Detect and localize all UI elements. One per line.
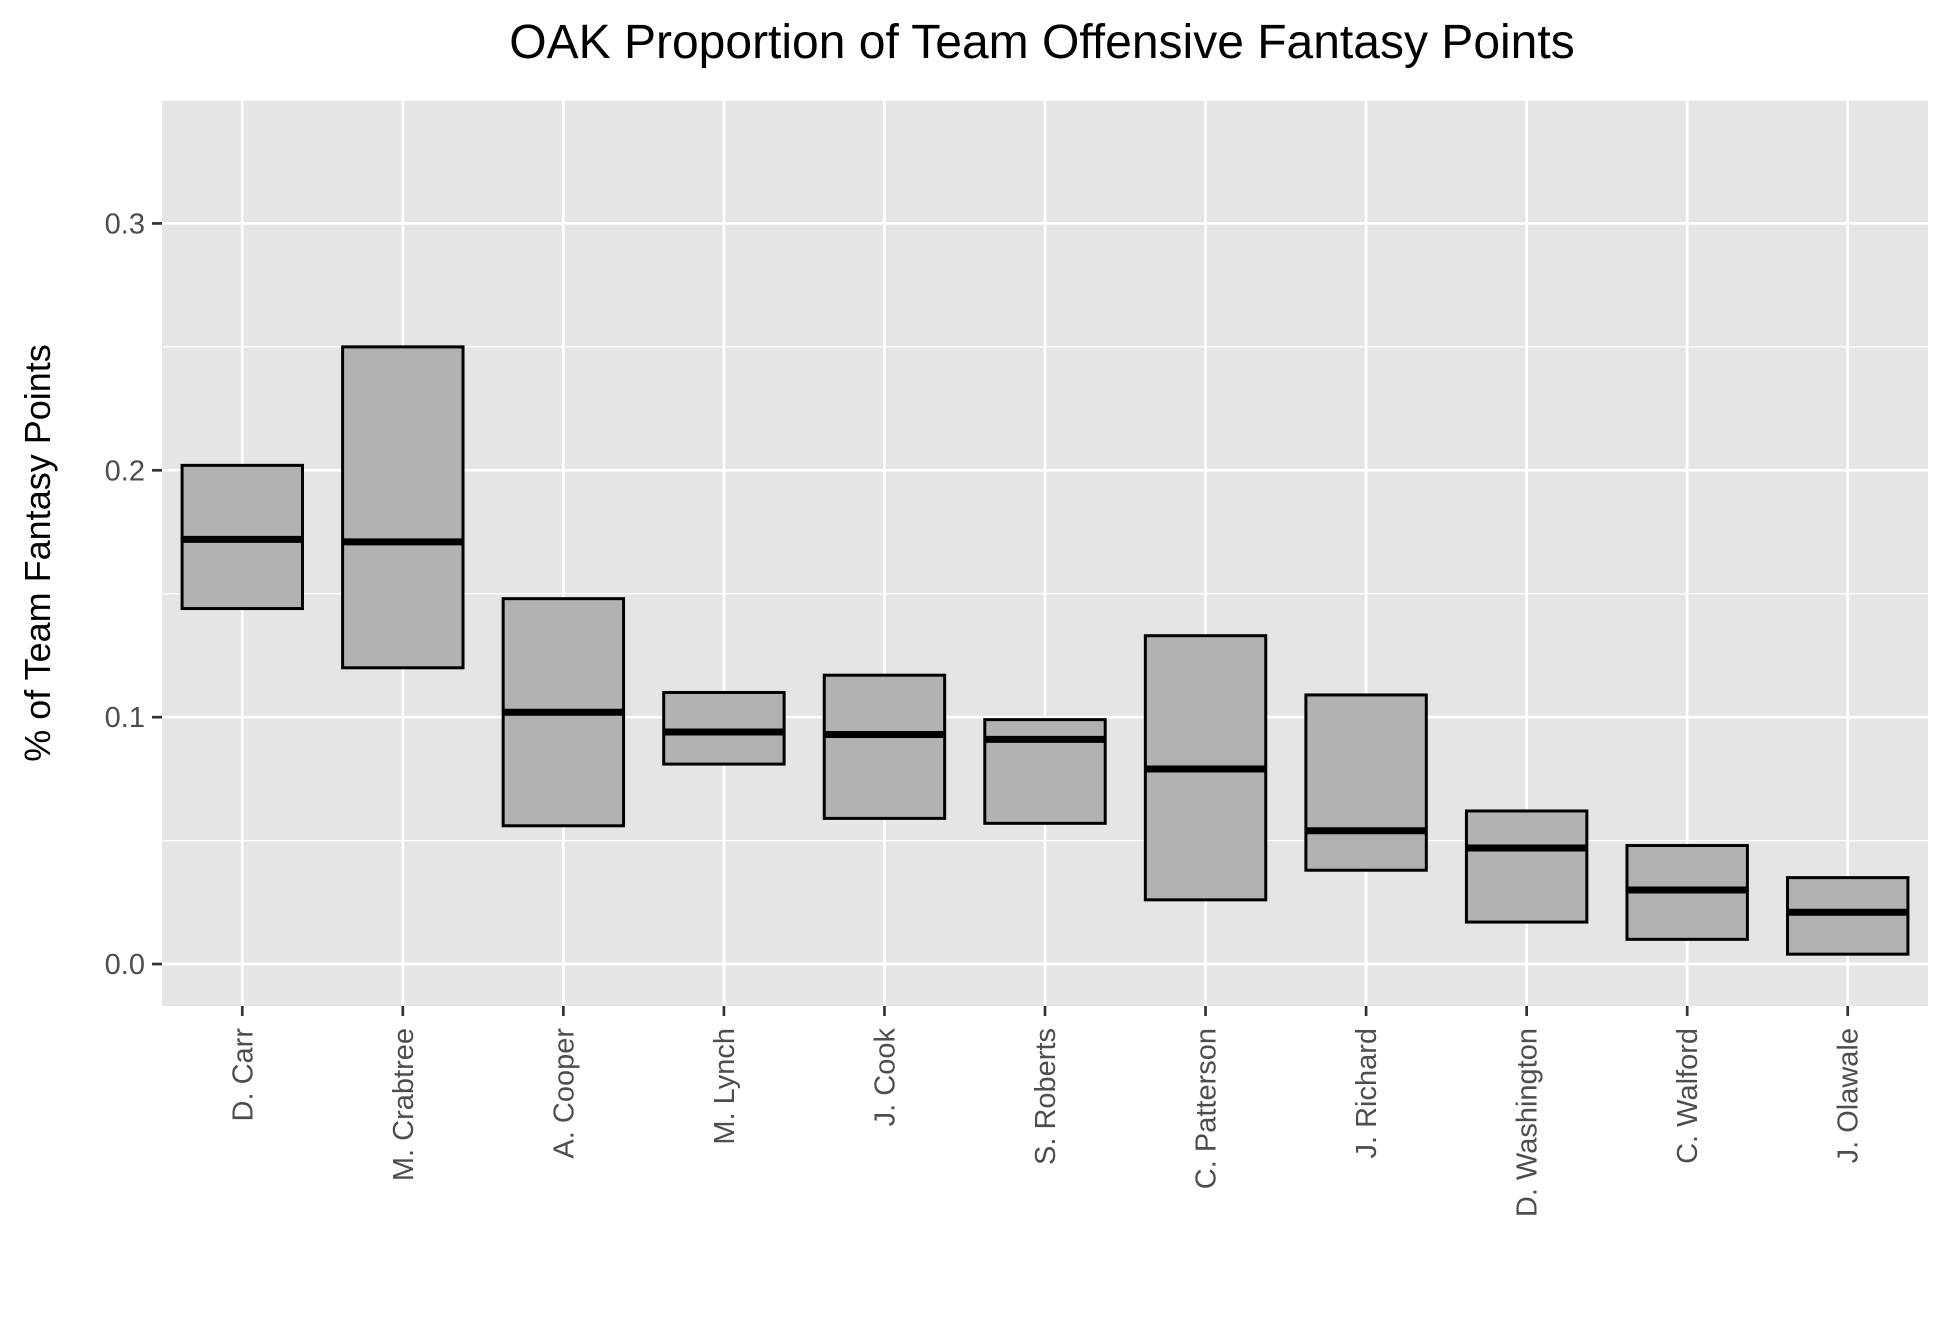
crossbar-box xyxy=(1464,809,1589,924)
crossbar-box xyxy=(822,673,947,820)
x-tick-label: J. Richard xyxy=(1351,1028,1383,1159)
crossbar-box xyxy=(662,690,786,766)
y-tick-label: 0.1 xyxy=(105,702,145,734)
crossbar-box xyxy=(341,345,465,670)
x-tick-label: J. Cook xyxy=(869,1028,901,1127)
crossbars-layer xyxy=(180,345,1910,956)
crossbar-m-lynch xyxy=(662,690,786,766)
crossbar-j-cook xyxy=(822,673,947,820)
x-tick-label: M. Crabtree xyxy=(388,1028,420,1181)
x-tick-label: D. Carr xyxy=(227,1028,259,1122)
crossbar-c-patterson xyxy=(1143,634,1268,902)
x-tick-label: A. Cooper xyxy=(548,1028,580,1159)
x-axis: D. Carr M. Crabtree A. Cooper M. Lynch J. Co… xyxy=(227,1006,1865,1217)
chart-title: OAK Proportion of Team Offensive Fantasy… xyxy=(509,16,1574,69)
y-tick-label: 0.2 xyxy=(105,455,145,487)
x-tick-label: S. Roberts xyxy=(1030,1028,1062,1165)
x-tick-label: C. Patterson xyxy=(1191,1028,1223,1189)
crossbar-box xyxy=(1304,693,1428,872)
crossbar-j-richard xyxy=(1304,693,1428,872)
crossbar-c-walford xyxy=(1625,844,1749,941)
crossbar-d-washington xyxy=(1464,809,1589,924)
x-tick-label: C. Walford xyxy=(1672,1028,1704,1164)
y-axis: 0.0 0.1 0.2 0.3 xyxy=(105,208,162,981)
crossbar-box xyxy=(1786,876,1910,956)
y-tick-label: 0.3 xyxy=(105,208,145,240)
crossbar-j-olawale xyxy=(1786,876,1910,956)
crossbar-m-crabtree xyxy=(341,345,465,670)
crossbar-s-roberts xyxy=(983,718,1107,825)
crossbar-a-cooper xyxy=(501,597,626,828)
x-tick-label: J. Olawale xyxy=(1833,1028,1865,1163)
crossbar-d-carr xyxy=(180,463,304,611)
x-tick-label: M. Lynch xyxy=(709,1028,741,1145)
y-axis-title: % of Team Fantasy Points xyxy=(17,344,58,762)
y-tick-label: 0.0 xyxy=(105,949,145,981)
crossbar-box xyxy=(983,718,1107,825)
x-tick-label: D. Washington xyxy=(1512,1028,1544,1217)
